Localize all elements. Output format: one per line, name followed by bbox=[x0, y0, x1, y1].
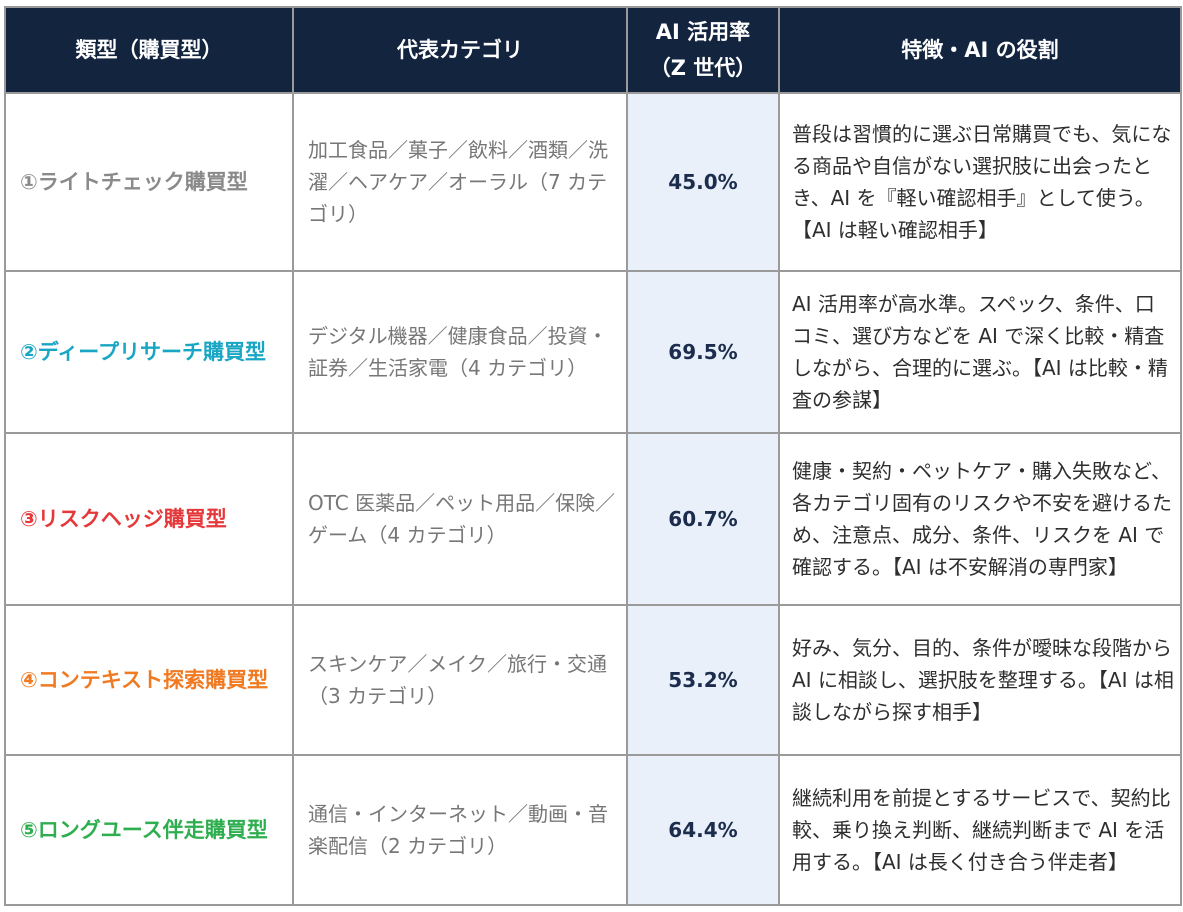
row-role: AI 活用率が高水準。スペック、条件、口コミ、選び方などを AI で深く比較・精… bbox=[778, 270, 1182, 434]
row-rate: 69.5% bbox=[626, 270, 780, 434]
header-type: 類型（購買型） bbox=[4, 6, 294, 94]
row-type: ②ディープリサーチ購買型 bbox=[4, 270, 294, 434]
row-category: スキンケア／メイク／旅行・交通（3 カテゴリ） bbox=[292, 604, 628, 756]
purchase-type-table-wrapper: 類型（購買型） 代表カテゴリ AI 活用率 （Z 世代） 特徴・AI の役割 ①… bbox=[4, 6, 1182, 906]
table-row: ③リスクヘッジ購買型 OTC 医薬品／ペット用品／保険／ゲーム（4 カテゴリ） … bbox=[4, 432, 1182, 606]
row-rate: 45.0% bbox=[626, 92, 780, 272]
row-type: ③リスクヘッジ購買型 bbox=[4, 432, 294, 606]
row-type: ④コンテキスト探索購買型 bbox=[4, 604, 294, 756]
row-rate: 53.2% bbox=[626, 604, 780, 756]
table-header-row: 類型（購買型） 代表カテゴリ AI 活用率 （Z 世代） 特徴・AI の役割 bbox=[4, 6, 1182, 94]
row-category: 通信・インターネット／動画・音楽配信（2 カテゴリ） bbox=[292, 754, 628, 906]
header-rate-line2: （Z 世代） bbox=[649, 56, 757, 80]
header-rate-line1: AI 活用率 bbox=[655, 20, 751, 44]
purchase-type-table: 類型（購買型） 代表カテゴリ AI 活用率 （Z 世代） 特徴・AI の役割 ①… bbox=[4, 6, 1182, 906]
table-row: ①ライトチェック購買型 加工食品／菓子／飲料／酒類／洗濯／ヘアケア／オーラル（7… bbox=[4, 92, 1182, 272]
row-category: OTC 医薬品／ペット用品／保険／ゲーム（4 カテゴリ） bbox=[292, 432, 628, 606]
row-type: ①ライトチェック購買型 bbox=[4, 92, 294, 272]
row-rate: 60.7% bbox=[626, 432, 780, 606]
row-category: 加工食品／菓子／飲料／酒類／洗濯／ヘアケア／オーラル（7 カテゴリ） bbox=[292, 92, 628, 272]
row-category: デジタル機器／健康食品／投資・証券／生活家電（4 カテゴリ） bbox=[292, 270, 628, 434]
row-role: 好み、気分、目的、条件が曖昧な段階から AI に相談し、選択肢を整理する。【AI… bbox=[778, 604, 1182, 756]
table-row: ④コンテキスト探索購買型 スキンケア／メイク／旅行・交通（3 カテゴリ） 53.… bbox=[4, 604, 1182, 756]
header-role: 特徴・AI の役割 bbox=[778, 6, 1182, 94]
row-role: 健康・契約・ペットケア・購入失敗など、各カテゴリ固有のリスクや不安を避けるため、… bbox=[778, 432, 1182, 606]
table-row: ⑤ロングユース伴走購買型 通信・インターネット／動画・音楽配信（2 カテゴリ） … bbox=[4, 754, 1182, 906]
row-rate: 64.4% bbox=[626, 754, 780, 906]
row-role: 普段は習慣的に選ぶ日常購買でも、気になる商品や自信がない選択肢に出会ったとき、A… bbox=[778, 92, 1182, 272]
header-rate: AI 活用率 （Z 世代） bbox=[626, 6, 780, 94]
header-category: 代表カテゴリ bbox=[292, 6, 628, 94]
table-row: ②ディープリサーチ購買型 デジタル機器／健康食品／投資・証券／生活家電（4 カテ… bbox=[4, 270, 1182, 434]
row-role: 継続利用を前提とするサービスで、契約比較、乗り換え判断、継続判断まで AI を活… bbox=[778, 754, 1182, 906]
row-type: ⑤ロングユース伴走購買型 bbox=[4, 754, 294, 906]
